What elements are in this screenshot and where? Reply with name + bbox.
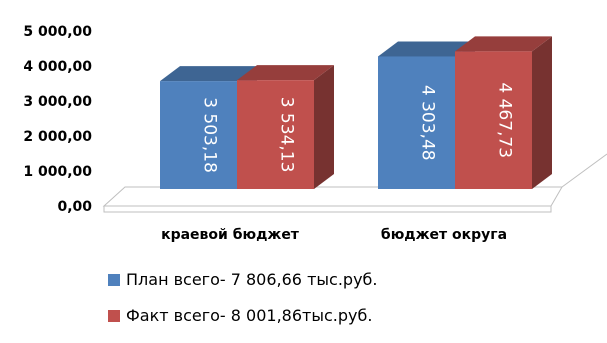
bar-top bbox=[237, 65, 334, 81]
y-tick-label: 2 000,00 bbox=[23, 129, 92, 145]
legend-label-fact: Факт всего- 8 001,86тыс.руб. bbox=[126, 306, 373, 325]
y-tick-label: 1 000,00 bbox=[23, 164, 92, 180]
legend-item-fact: Факт всего- 8 001,86тыс.руб. bbox=[108, 306, 372, 325]
chart-floor bbox=[102, 153, 607, 213]
data-label: 4 467,73 bbox=[495, 82, 515, 158]
bar bbox=[160, 81, 237, 189]
y-tick-label: 3 000,00 bbox=[23, 94, 92, 110]
bars bbox=[160, 36, 552, 189]
category-label: бюджет округа bbox=[381, 227, 507, 243]
y-tick-label: 5 000,00 bbox=[23, 24, 92, 40]
bar-top bbox=[160, 66, 257, 82]
bar-top bbox=[455, 36, 552, 52]
bar-top bbox=[378, 41, 475, 57]
legend-label-plan: План всего- 7 806,66 тыс.руб. bbox=[126, 270, 378, 289]
bar bbox=[237, 80, 314, 189]
data-label: 3 534,13 bbox=[277, 97, 297, 173]
data-label: 3 503,18 bbox=[200, 97, 220, 173]
floor-plane bbox=[102, 186, 563, 207]
category-label: краевой бюджет bbox=[161, 227, 300, 243]
bar-side bbox=[314, 65, 334, 189]
data-label: 4 303,48 bbox=[418, 85, 438, 161]
bar-chart: 0,00 1 000,00 2 000,00 3 000,00 4 000,00 5 00… bbox=[23, 24, 607, 243]
legend-swatch-fact bbox=[108, 310, 120, 322]
category-labels: краевой бюджет бюджет округа bbox=[161, 227, 507, 243]
legend-item-plan: План всего- 7 806,66 тыс.руб. bbox=[108, 270, 377, 289]
legend-swatch-plan bbox=[108, 274, 120, 286]
y-tick-label: 4 000,00 bbox=[23, 59, 92, 75]
bar bbox=[455, 51, 532, 189]
floor-edge bbox=[103, 205, 552, 213]
data-labels: 3 503,18 3 534,13 4 303,48 4 467,73 bbox=[200, 82, 515, 173]
bar-side bbox=[532, 36, 552, 189]
bar bbox=[378, 56, 455, 189]
y-axis-ticks: 0,00 1 000,00 2 000,00 3 000,00 4 000,00 5 00… bbox=[23, 24, 92, 215]
wall-edge bbox=[561, 153, 607, 188]
y-tick-label: 0,00 bbox=[57, 199, 92, 215]
